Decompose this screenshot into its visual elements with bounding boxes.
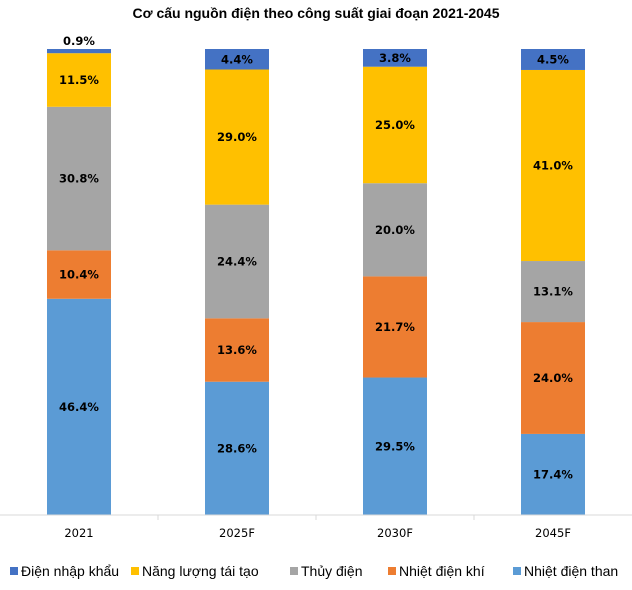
data-label: 29.5%	[375, 439, 415, 453]
x-tick-label: 2025F	[219, 526, 255, 540]
bar-segment	[205, 381, 269, 515]
legend: Điện nhập khẩu Năng lượng tái tạo Thủy điệ…	[10, 563, 618, 579]
legend-label: Nhiệt điện than	[524, 563, 618, 579]
bars-layer	[47, 49, 585, 515]
data-label: 0.9%	[63, 34, 95, 48]
data-label: 11.5%	[59, 73, 99, 87]
data-label: 21.7%	[375, 320, 415, 334]
bar-segment	[47, 298, 111, 515]
bar-segment	[521, 49, 585, 70]
data-label: 29.0%	[217, 130, 257, 144]
bar-segment	[363, 377, 427, 515]
legend-label: Thủy điện	[301, 563, 362, 579]
legend-label: Điện nhập khẩu	[21, 563, 119, 579]
bar-segment	[205, 204, 269, 319]
data-label: 13.1%	[533, 285, 573, 299]
data-label: 13.6%	[217, 343, 257, 357]
chart-title: Cơ cấu nguồn điện theo công suất giai đo…	[132, 5, 499, 21]
x-tick-label: 2030F	[377, 526, 413, 540]
data-label: 25.0%	[375, 118, 415, 132]
bar-segment	[47, 49, 111, 54]
x-tick-label: 2045F	[535, 526, 571, 540]
bar-segment	[47, 106, 111, 251]
legend-swatch	[131, 567, 139, 575]
data-label: 28.6%	[217, 441, 257, 455]
bar-segment	[521, 433, 585, 515]
data-label: 4.4%	[221, 52, 253, 66]
data-label: 24.0%	[533, 371, 573, 385]
bar-segment	[47, 53, 111, 107]
data-label: 10.4%	[59, 268, 99, 282]
bar-segment	[47, 250, 111, 299]
bar-segment	[205, 69, 269, 205]
segment-labels-layer: 46.4% 10.4% 30.8% 11.5% 0.9% 28.6% 13.6% 24.4% 2…	[59, 34, 573, 481]
data-label: 46.4%	[59, 400, 99, 414]
x-axis-ticks	[157, 515, 475, 520]
legend-swatch	[388, 567, 396, 575]
legend-label: Năng lượng tái tạo	[142, 563, 259, 579]
bar-segment	[363, 183, 427, 277]
bar-segment	[363, 66, 427, 184]
x-tick-label: 2021	[64, 526, 93, 540]
bar-segment	[521, 261, 585, 323]
bar-segment	[363, 49, 427, 67]
bar-segment	[205, 49, 269, 70]
data-label: 4.5%	[537, 52, 569, 66]
bar-segment	[521, 322, 585, 434]
x-axis-labels: 2021 2025F 2030F 2045F	[64, 526, 571, 540]
data-label: 24.4%	[217, 254, 257, 268]
bar-segment	[363, 276, 427, 378]
legend-swatch	[290, 567, 298, 575]
data-label: 20.0%	[375, 223, 415, 237]
bar-segment	[521, 69, 585, 262]
bar-segment	[205, 318, 269, 382]
data-label: 41.0%	[533, 159, 573, 173]
legend-swatch	[10, 567, 18, 575]
data-label: 17.4%	[533, 467, 573, 481]
data-label: 3.8%	[379, 51, 411, 65]
legend-swatch	[513, 567, 521, 575]
data-label: 30.8%	[59, 172, 99, 186]
legend-label: Nhiệt điện khí	[399, 563, 485, 579]
